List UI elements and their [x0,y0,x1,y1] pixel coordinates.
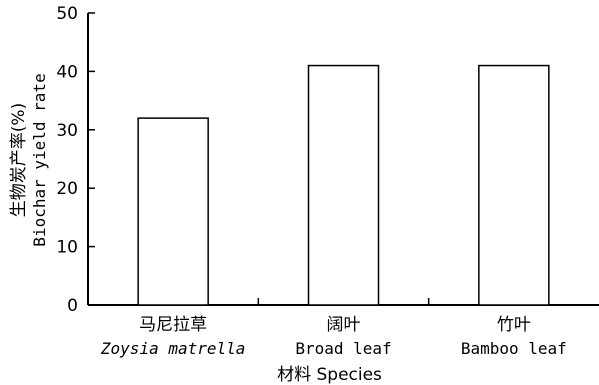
y-tick-label: 40 [56,62,78,82]
y-tick-label: 0 [67,296,78,316]
category-label-cn: 阔叶 [327,315,361,335]
y-tick-label: 10 [56,238,78,258]
category-labels: 马尼拉草 Zoysia matrella 阔叶 Broad leaf 竹叶 Bamboo … [100,315,567,358]
category-label-cn: 竹叶 [497,315,531,335]
y-axis-title-en: Biochar yield rate [30,73,49,246]
category-label-en: Zoysia matrella [100,339,246,358]
y-tick-label: 20 [56,179,78,199]
bar [478,64,550,306]
x-axis-title: 材料 Species [277,365,382,385]
y-axis: 0 10 20 30 40 50 [56,4,95,316]
category-label-en: Broad leaf [295,339,391,358]
category-label-cn: 马尼拉草 [139,315,207,335]
bar [137,117,209,306]
category-label-en: Bamboo leaf [461,339,567,358]
bar [307,64,380,306]
bars [137,64,550,306]
y-axis-title-cn: 生物炭产率(%) [9,103,29,217]
y-tick-label: 50 [56,4,78,24]
y-tick-label: 30 [56,121,78,141]
